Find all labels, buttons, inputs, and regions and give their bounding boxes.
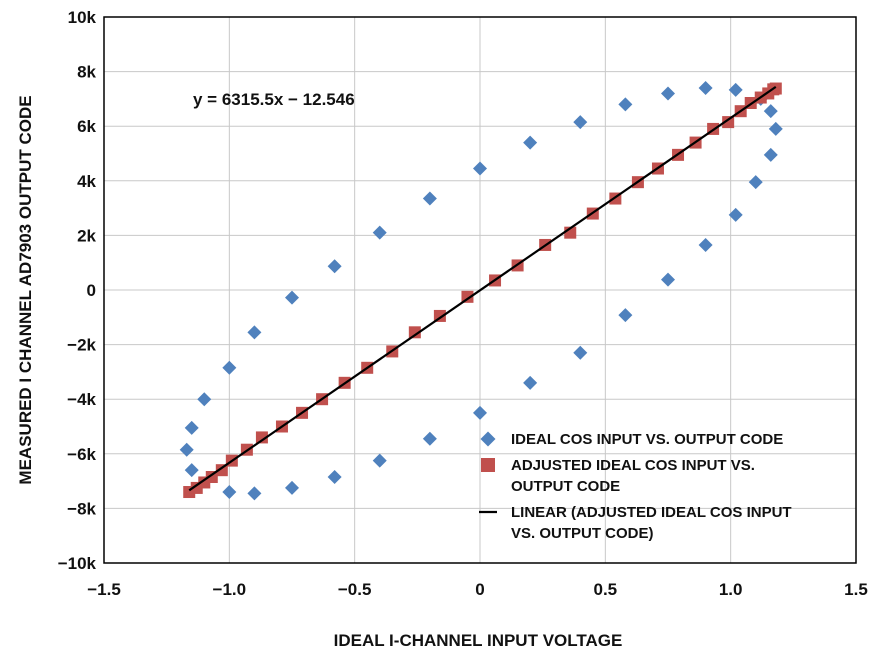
legend-swatch-diamond	[480, 431, 496, 447]
y-tick-label: −4k	[67, 390, 96, 409]
data-point	[327, 259, 342, 274]
x-tick-label: 1.0	[719, 580, 743, 599]
y-tick-label: 10k	[68, 8, 97, 27]
legend-label: IDEAL COS INPUT VS. OUTPUT CODE	[511, 431, 783, 448]
data-point	[372, 225, 387, 240]
data-point	[698, 80, 713, 95]
data-point	[247, 486, 262, 501]
data-point	[473, 161, 487, 176]
x-tick-label: −1.0	[213, 580, 247, 599]
data-point	[222, 485, 237, 500]
data-point	[222, 360, 237, 375]
legend-item-1: IDEAL COS INPUT VS. OUTPUT CODE	[480, 431, 783, 448]
data-point	[197, 392, 212, 407]
data-point	[473, 405, 487, 420]
trend-line	[188, 85, 777, 492]
data-point	[698, 237, 713, 252]
legend: IDEAL COS INPUT VS. OUTPUT CODE ADJUSTED …	[479, 431, 792, 542]
data-point	[728, 207, 743, 222]
plot-area-frame	[103, 16, 857, 564]
data-point	[179, 442, 194, 457]
y-tick-label: 4k	[77, 172, 96, 191]
data-point	[573, 345, 588, 360]
data-point	[285, 480, 299, 495]
y-tick-label: 6k	[77, 117, 96, 136]
y-tick-label: 8k	[77, 63, 96, 82]
x-axis-title: IDEAL I-CHANNEL INPUT VOLTAGE	[334, 631, 623, 650]
data-point	[618, 97, 633, 112]
y-tick-label: −2k	[67, 336, 96, 355]
data-point	[523, 135, 538, 150]
y-tick-label: 0	[87, 281, 96, 300]
series	[179, 80, 783, 501]
data-point	[573, 115, 588, 130]
data-point	[748, 175, 763, 190]
x-tick-label: 0	[475, 580, 484, 599]
data-point	[372, 453, 387, 468]
data-point	[618, 308, 633, 323]
x-tick-label: −1.5	[87, 580, 121, 599]
y-tick-label: 2k	[77, 226, 96, 245]
data-point	[184, 463, 199, 478]
series-3	[188, 85, 777, 492]
data-point	[422, 431, 437, 446]
legend-item-3: LINEAR (ADJUSTED IDEAL COS INPUT VS. OUTP…	[479, 504, 792, 542]
x-tick-label: 1.5	[844, 580, 868, 599]
data-point	[408, 326, 421, 339]
data-point	[255, 431, 268, 444]
data-point	[722, 116, 735, 129]
data-point	[327, 470, 342, 485]
y-tick-label: −10k	[58, 554, 97, 573]
regression-equation: y = 6315.5x − 12.546	[193, 90, 355, 109]
legend-swatch-square	[481, 458, 495, 472]
data-point	[285, 290, 299, 305]
y-axis-title: MEASURED I CHANNEL AD7903 OUTPUT CODE	[16, 95, 35, 484]
y-tick-label: −8k	[67, 499, 96, 518]
x-tick-label: 0.5	[594, 580, 618, 599]
data-point	[184, 420, 199, 435]
data-point	[769, 82, 782, 95]
data-point	[661, 272, 675, 287]
legend-label: ADJUSTED IDEAL COS INPUT VS. OUTPUT CODE	[511, 457, 755, 495]
y-axis-ticks: −10k −8k −6k −4k −2k 0 2k 4k 6k 8k 10k	[58, 8, 97, 573]
data-point	[728, 82, 743, 97]
data-point	[763, 104, 778, 119]
y-tick-label: −6k	[67, 445, 96, 464]
data-point	[661, 86, 675, 101]
data-point	[768, 121, 783, 136]
data-point	[523, 375, 538, 390]
x-tick-label: −0.5	[338, 580, 372, 599]
data-point	[247, 325, 262, 340]
data-point	[763, 147, 778, 162]
data-point	[422, 191, 437, 206]
legend-label: LINEAR (ADJUSTED IDEAL COS INPUT VS. OUTP…	[511, 504, 792, 542]
x-axis-ticks: −1.5 −1.0 −0.5 0 0.5 1.0 1.5	[87, 580, 868, 599]
legend-item-2: ADJUSTED IDEAL COS INPUT VS. OUTPUT CODE	[481, 457, 755, 495]
